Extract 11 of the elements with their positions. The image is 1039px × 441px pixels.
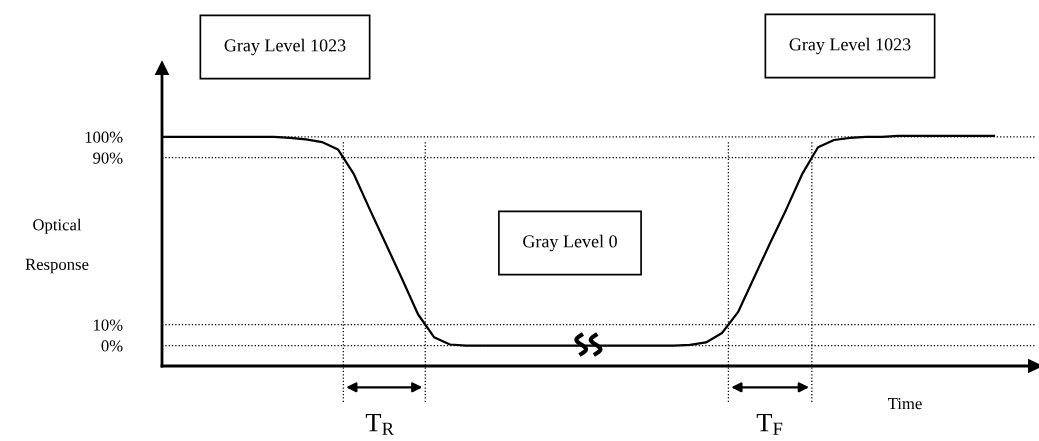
x-axis-title: Time [888,397,922,410]
y-tick-label: 100% [85,131,123,143]
text: Optical Response [25,218,89,274]
text: T$_{F}$ [756,413,783,435]
y-tick-label: 0% [101,340,123,352]
annotation: Gray Level 0 [523,234,617,252]
y-tick-label: 90% [93,152,123,164]
y-tick-label: 10% [94,319,123,331]
text: T$_{R}$ [365,413,394,435]
text: Gray Level 1023 [789,37,911,55]
text: Gray Level 1023 [224,38,346,56]
